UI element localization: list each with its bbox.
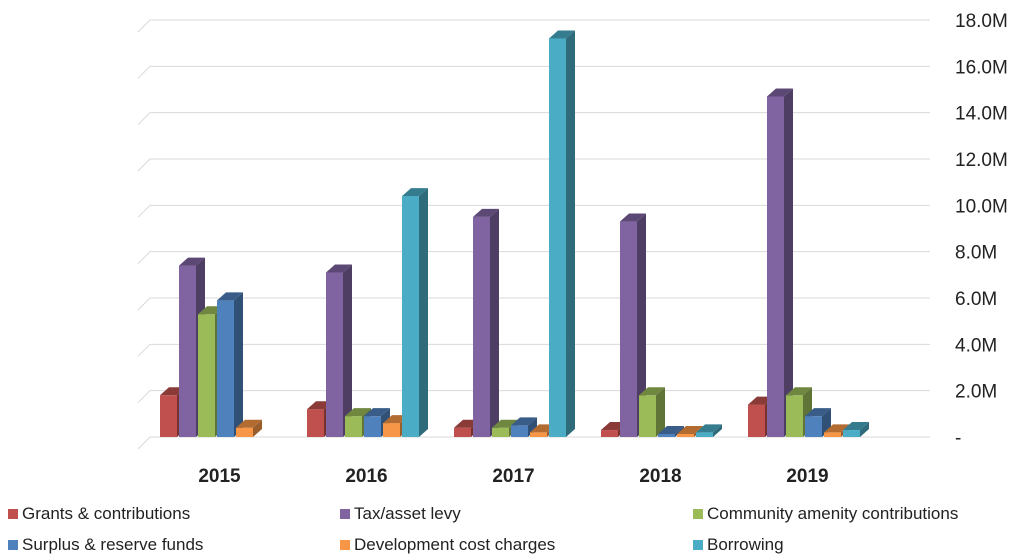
legend-label: Tax/asset levy: [354, 504, 461, 523]
gridline: [137, 112, 930, 126]
gridline: [137, 65, 930, 79]
gridline: [137, 204, 930, 218]
y-tick-label: 14.0M: [955, 104, 1008, 125]
legend-swatch: [340, 540, 350, 550]
bars: [160, 30, 869, 438]
y-tick-label: -: [955, 428, 961, 449]
legend-label: Development cost charges: [354, 535, 556, 554]
legend-item: Tax/asset levy: [340, 502, 461, 526]
legend-label: Grants & contributions: [22, 504, 191, 523]
gridline: [137, 436, 930, 450]
x-tick-label: 2018: [639, 466, 681, 487]
bar: [620, 213, 646, 437]
gridline: [137, 251, 930, 265]
bar: [639, 387, 665, 437]
x-tick-label: 2016: [345, 466, 387, 487]
legend-item: Borrowing: [693, 533, 784, 557]
legend-label: Borrowing: [707, 535, 784, 554]
bar: [402, 188, 428, 437]
x-axis-categories: 2015 2016 2017 2018 2019: [198, 466, 828, 487]
bar: [473, 208, 499, 437]
bar: [843, 422, 869, 437]
legend-label: Community amenity contributions: [707, 504, 959, 523]
gridline: [137, 297, 930, 311]
y-tick-label: 16.0M: [955, 57, 1008, 78]
gridline: [137, 343, 930, 357]
legend-swatch: [8, 509, 18, 519]
bar: [236, 419, 262, 437]
y-tick-label: 4.0M: [955, 335, 997, 356]
legend-item: Community amenity contributions: [693, 502, 958, 526]
bar: [511, 417, 537, 437]
legend: Grants & contributions Tax/asset levy Comm…: [8, 502, 1013, 556]
bar: [549, 30, 575, 438]
bar: [767, 88, 793, 437]
legend-item: Surplus & reserve funds: [8, 533, 203, 557]
x-tick-label: 2019: [786, 466, 828, 487]
gridline: [137, 390, 930, 404]
legend-swatch: [693, 540, 703, 550]
x-tick-label: 2017: [492, 466, 534, 487]
bar: [696, 424, 722, 437]
y-tick-label: 18.0M: [955, 11, 1008, 32]
legend-swatch: [340, 509, 350, 519]
legend-swatch: [8, 540, 18, 550]
bar-chart: - 2.0M 4.0M 6.0M 8.0M 10.0M 12.0M 14.0M 16.0M 18.…: [137, 11, 1008, 487]
y-tick-label: 6.0M: [955, 289, 997, 310]
gridline: [137, 19, 930, 33]
y-tick-label: 12.0M: [955, 150, 1008, 171]
legend-item: Development cost charges: [340, 533, 555, 557]
bar: [217, 292, 243, 437]
bar: [326, 264, 352, 437]
gridline: [137, 158, 930, 172]
y-tick-label: 8.0M: [955, 243, 997, 264]
gridlines: [137, 19, 930, 450]
y-tick-label: 2.0M: [955, 382, 997, 403]
legend-label: Surplus & reserve funds: [22, 535, 204, 554]
y-axis-ticks: - 2.0M 4.0M 6.0M 8.0M 10.0M 12.0M 14.0M 16.0M 18.…: [955, 11, 1008, 449]
legend-swatch: [693, 509, 703, 519]
y-tick-label: 10.0M: [955, 196, 1008, 217]
x-tick-label: 2015: [198, 466, 241, 487]
legend-item: Grants & contributions: [8, 502, 190, 526]
